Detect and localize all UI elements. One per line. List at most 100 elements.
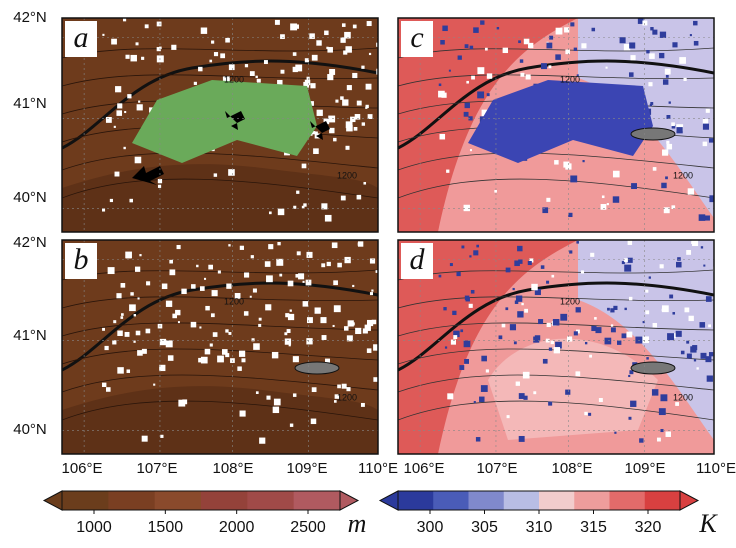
snow-speckle (366, 84, 372, 90)
cold-speckle (701, 246, 703, 248)
snow-speckle (279, 274, 282, 277)
cold-speckle (631, 183, 637, 189)
lon-label: 108°E (551, 460, 592, 477)
cold-speckle (676, 127, 682, 133)
snow-speckle (220, 53, 225, 58)
snow-speckle (307, 317, 313, 323)
cold-speckle (605, 338, 612, 345)
snow-speckle (312, 387, 317, 392)
cold-speckle (541, 63, 547, 69)
cold-speckle (622, 333, 627, 338)
cold-speckle (555, 54, 561, 60)
cold-speckle (611, 327, 616, 332)
snow-speckle (213, 332, 218, 337)
snow-speckle (253, 343, 260, 350)
contour-label: 1200 (673, 170, 693, 180)
cold-speckle (533, 337, 539, 343)
cold-speckle (460, 329, 463, 332)
snow-speckle (194, 82, 197, 85)
snow-speckle (146, 281, 150, 285)
cold-speckle (589, 355, 592, 358)
snow-speckle (146, 329, 151, 334)
cold-speckle (538, 319, 543, 324)
snow-speckle (256, 391, 259, 394)
cold-speckle (459, 365, 464, 370)
cold-speckle (614, 432, 616, 434)
snow-speckle (225, 38, 230, 43)
lat-label: 40°N (13, 189, 47, 206)
cold-speckle (523, 372, 530, 379)
map-content (398, 240, 718, 454)
colorbar-tick-label: 300 (417, 519, 444, 536)
snow-speckle (111, 39, 117, 45)
snow-speckle (333, 325, 335, 327)
cold-speckle (699, 214, 706, 221)
snow-speckle (175, 310, 180, 315)
cold-speckle (520, 59, 523, 62)
snow-speckle (251, 255, 254, 258)
snow-speckle (169, 260, 173, 264)
snow-speckle (229, 64, 235, 70)
cold-speckle (442, 26, 447, 31)
cold-speckle (471, 76, 475, 80)
snow-speckle (273, 407, 279, 413)
snow-speckle (376, 69, 382, 75)
cold-speckle (624, 308, 626, 310)
cold-speckle (688, 188, 694, 194)
snow-speckle (228, 332, 231, 335)
colorbar-tick-label: 305 (471, 519, 498, 536)
snow-speckle (290, 309, 292, 311)
snow-speckle (266, 275, 273, 282)
snow-speckle (265, 304, 271, 310)
snow-speckle (127, 94, 131, 98)
contour-label: 1200 (560, 74, 580, 84)
colorbar-segment (201, 491, 248, 510)
cold-speckle (686, 341, 689, 344)
cold-speckle (660, 264, 664, 268)
snow-speckle (337, 263, 342, 268)
cold-speckle (610, 308, 614, 312)
snow-speckle (290, 424, 293, 427)
cold-speckle (533, 391, 536, 394)
colorbar-tick-label: 1500 (148, 519, 184, 536)
lat-label: 42°N (13, 9, 47, 26)
snow-speckle (287, 329, 291, 333)
cold-speckle (461, 246, 464, 249)
snow-speckle (353, 25, 357, 29)
cold-speckle (628, 375, 630, 377)
snow-speckle (142, 436, 148, 442)
map-panel: c12001200 (398, 18, 718, 232)
cold-speckle (574, 48, 577, 51)
snow-speckle (352, 322, 355, 325)
snow-speckle (362, 122, 365, 125)
snow-speckle (305, 80, 310, 85)
cold-speckle (456, 272, 460, 276)
cold-speckle (635, 337, 642, 344)
snow-speckle (198, 67, 202, 71)
colorbar-segment (155, 491, 202, 510)
colorbar-tip (680, 491, 698, 510)
cold-speckle (441, 93, 446, 98)
cold-speckle (480, 20, 484, 24)
cold-speckle (649, 276, 651, 278)
cold-speckle (706, 296, 712, 302)
cold-speckle (705, 215, 710, 220)
snow-speckle (278, 209, 285, 216)
cold-speckle (518, 259, 522, 263)
snow-speckle (201, 28, 207, 34)
snow-speckle (117, 331, 122, 336)
snow-speckle (182, 399, 187, 404)
snow-speckle (117, 367, 123, 373)
cold-speckle (703, 119, 708, 124)
snow-speckle (136, 42, 139, 45)
snow-speckle (285, 338, 291, 344)
cold-speckle (630, 401, 636, 407)
cold-speckle (662, 149, 668, 155)
snow-speckle (205, 306, 209, 310)
cold-speckle (628, 240, 632, 244)
panel-label: b (74, 243, 89, 276)
cold-speckle (666, 431, 671, 436)
cold-speckle (628, 417, 631, 420)
snow-speckle (125, 332, 130, 337)
contour-label: 1200 (673, 392, 693, 402)
